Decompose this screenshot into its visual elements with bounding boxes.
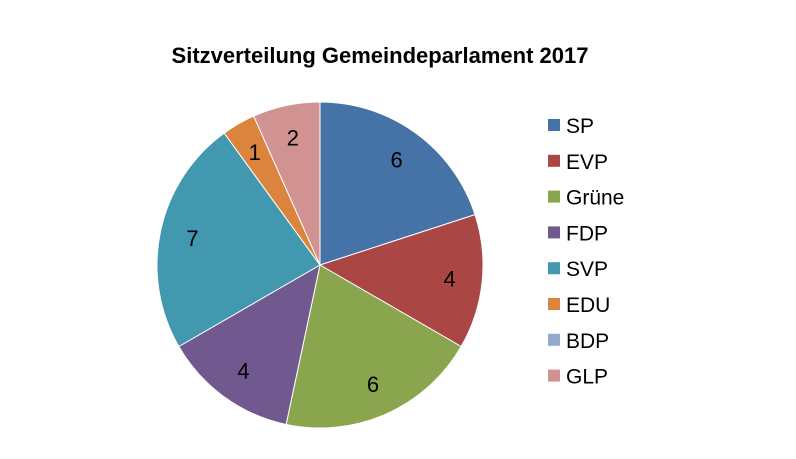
slice-sp (319, 101, 476, 266)
legend-swatch-bdp (548, 333, 560, 346)
slice-fdp (178, 264, 321, 426)
slice-grne (285, 264, 462, 429)
legend-swatch-edu (548, 298, 560, 310)
legend-swatch-sp (548, 119, 560, 131)
slice-glp (253, 101, 321, 266)
slice-svp (156, 132, 321, 348)
legend-label-glp: GLP (566, 366, 608, 389)
legend-swatch-glp (548, 369, 560, 382)
legend: SP EVP Grüne FDP SVP EDU BDP GLP (548, 115, 624, 389)
chart-title: Sitzverteilung Gemeindeparlament 2017 (172, 43, 589, 68)
legend-label-grne: Grüne (566, 187, 624, 210)
legend-swatch-fdp (548, 226, 560, 239)
data-label-svp: 7 (186, 226, 198, 251)
data-label-evp: 4 (444, 267, 456, 292)
data-label-edu: 1 (249, 140, 261, 165)
legend-swatch-grne (548, 190, 560, 203)
legend-label-sp: SP (566, 115, 594, 138)
legend-label-fdp: FDP (566, 222, 608, 245)
legend-label-svp: SVP (566, 258, 608, 281)
data-label-grne: 6 (367, 372, 379, 397)
legend-label-edu: EDU (566, 294, 610, 317)
data-label-fdp: 4 (237, 358, 249, 383)
legend-swatch-svp (548, 262, 560, 275)
data-label-sp: 6 (391, 148, 403, 173)
data-label-glp: 2 (287, 125, 299, 150)
legend-label-bdp: BDP (566, 330, 609, 353)
legend-swatch-evp (548, 154, 560, 167)
legend-label-evp: EVP (566, 151, 608, 174)
slice-evp (318, 213, 484, 348)
